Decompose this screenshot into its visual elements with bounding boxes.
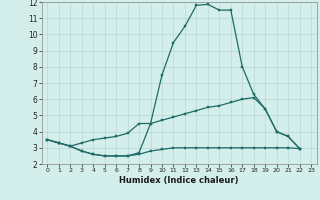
X-axis label: Humidex (Indice chaleur): Humidex (Indice chaleur) xyxy=(119,176,239,185)
